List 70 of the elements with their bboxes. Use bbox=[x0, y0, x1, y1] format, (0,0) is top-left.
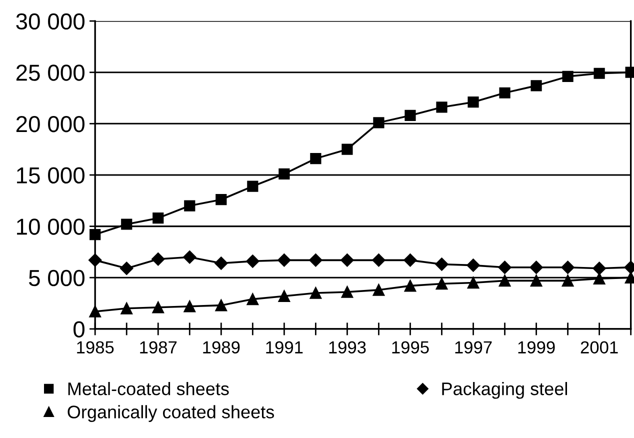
point bbox=[310, 153, 322, 164]
point bbox=[530, 260, 543, 274]
point bbox=[530, 274, 542, 287]
point bbox=[247, 180, 258, 192]
point bbox=[342, 144, 353, 155]
point bbox=[278, 168, 290, 180]
point bbox=[404, 280, 416, 292]
point bbox=[466, 258, 480, 272]
point bbox=[184, 300, 196, 312]
point bbox=[90, 228, 101, 240]
y-tick-label: 0 bbox=[74, 321, 84, 338]
y-tick-label: 20 000 bbox=[16, 116, 84, 132]
y-tick-label: 10 000 bbox=[17, 218, 84, 235]
point bbox=[278, 290, 290, 302]
point bbox=[152, 212, 164, 224]
point bbox=[404, 110, 416, 122]
point bbox=[498, 260, 512, 274]
point bbox=[499, 87, 510, 98]
point bbox=[562, 70, 574, 82]
point bbox=[435, 258, 448, 271]
point bbox=[436, 102, 448, 113]
point bbox=[593, 272, 606, 285]
point bbox=[592, 262, 606, 275]
point bbox=[88, 254, 102, 267]
point bbox=[341, 286, 354, 298]
x-tick-label: 1985 bbox=[77, 341, 114, 354]
point bbox=[215, 299, 228, 312]
point bbox=[498, 274, 511, 287]
point bbox=[214, 256, 228, 270]
point bbox=[467, 276, 480, 289]
y-tick-label: 30 000 bbox=[16, 13, 84, 30]
point bbox=[372, 254, 386, 267]
x-tick-label: 1987 bbox=[140, 341, 177, 354]
x-tick-label: 1991 bbox=[266, 341, 303, 354]
point bbox=[373, 117, 384, 128]
point bbox=[278, 254, 291, 267]
point bbox=[246, 254, 260, 268]
point bbox=[404, 254, 417, 267]
x-tick-label: 1989 bbox=[203, 341, 240, 354]
point bbox=[561, 260, 574, 274]
legend-label: Metal-coated sheets bbox=[68, 382, 229, 396]
point bbox=[246, 293, 259, 306]
point bbox=[562, 274, 574, 287]
point bbox=[530, 80, 542, 92]
x-tick-label: 2001 bbox=[580, 341, 618, 354]
point bbox=[89, 306, 102, 318]
legend-label: Organically coated sheets bbox=[68, 405, 274, 422]
point bbox=[436, 278, 448, 290]
point bbox=[309, 254, 322, 267]
point bbox=[152, 252, 165, 266]
x-tick-label: 1995 bbox=[392, 341, 429, 354]
point bbox=[594, 68, 605, 79]
point bbox=[184, 200, 196, 212]
point bbox=[121, 218, 132, 230]
x-tick-label: 1999 bbox=[518, 341, 555, 354]
point bbox=[216, 194, 227, 206]
point bbox=[372, 284, 385, 296]
point bbox=[183, 250, 196, 264]
x-tick-label: 1993 bbox=[329, 341, 366, 354]
x-tick-label: 1997 bbox=[455, 341, 492, 354]
point bbox=[152, 301, 164, 314]
point bbox=[340, 254, 354, 267]
point bbox=[120, 262, 134, 275]
point bbox=[468, 96, 479, 108]
y-tick-label: 5 000 bbox=[28, 270, 84, 286]
point bbox=[120, 302, 133, 314]
point bbox=[310, 287, 322, 299]
y-tick-label: 15 000 bbox=[17, 167, 84, 184]
y-tick-label: 25 000 bbox=[16, 64, 84, 81]
legend-label: Packaging steel bbox=[442, 382, 568, 399]
